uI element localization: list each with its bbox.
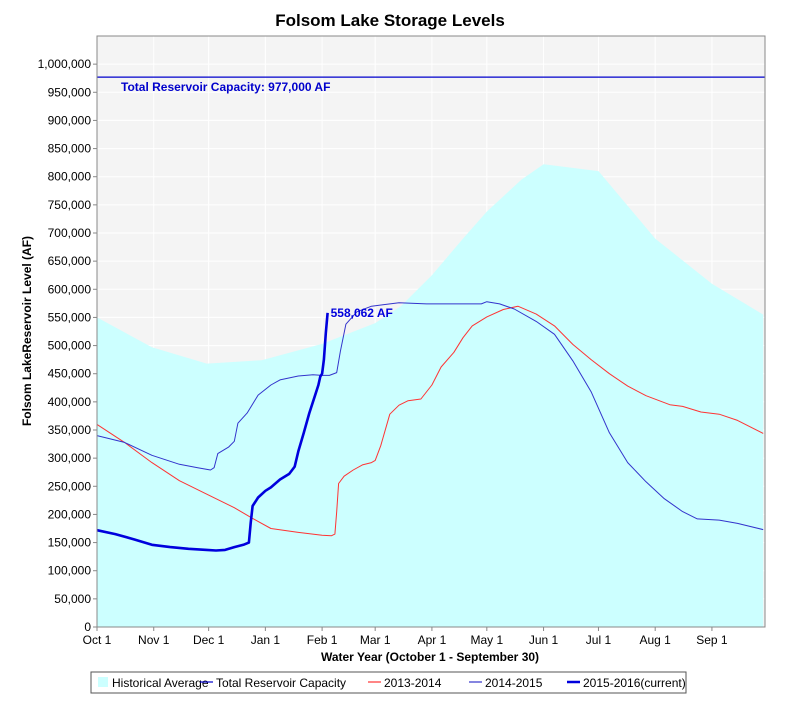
y-tick-label: 250,000 [48,479,92,493]
y-tick-label: 500,000 [48,339,92,353]
x-tick-label: May 1 [470,633,503,647]
x-tick-label: Oct 1 [83,633,112,647]
plot-area: Total Reservoir Capacity: 977,000 AF 558… [96,35,766,628]
legend-item-2014-2015: 2014-2015 [469,676,543,690]
x-tick-label: Nov 1 [138,633,170,647]
legend-item-2013-2014: 2013-2014 [368,676,442,690]
series-historical-average-area [97,164,764,628]
x-tick-label: Aug 1 [640,633,672,647]
x-tick-label: Jul 1 [586,633,612,647]
x-tick-label: Jun 1 [529,633,559,647]
y-tick-label: 750,000 [48,198,92,212]
y-axis-label: Folsom LakeReservoir Level (AF) [20,236,34,426]
legend: Historical Average Total Reservoir Capaci… [90,671,687,694]
x-axis-label: Water Year (October 1 - September 30) [321,650,539,664]
x-tick-label: Dec 1 [193,633,225,647]
legend-label: 2015-2016(current) [583,676,686,690]
y-tick-label: 50,000 [54,592,91,606]
y-tick-label: 650,000 [48,254,92,268]
y-tick-label: 900,000 [48,113,92,127]
legend-box [90,671,687,694]
y-tick-label: 550,000 [48,310,92,324]
y-tick-label: 300,000 [48,451,92,465]
legend-label: Historical Average [112,676,209,690]
series-2013-2014-line [96,305,764,537]
legend-swatch [98,677,108,687]
legend-item-total-reservoir-capacity: Total Reservoir Capacity [200,676,346,690]
legend-label: 2013-2014 [384,676,442,690]
series-lines [96,301,764,552]
y-tick-label: 700,000 [48,226,92,240]
x-tick-label: Apr 1 [418,633,447,647]
y-tick-label: 450,000 [48,367,92,381]
x-tick-label: Mar 1 [360,633,391,647]
y-tick-label: 200,000 [48,507,92,521]
y-tick-label: 100,000 [48,564,92,578]
x-axis: Oct 1 Nov 1 Dec 1 Jan 1 Feb 1 Mar 1 Apr 1 May 1… [83,627,728,647]
legend-item-historical-average: Historical Average [98,676,209,690]
legend-item-2015-2016-current: 2015-2016(current) [567,676,686,690]
series-2014-2015-line [96,301,764,531]
capacity-annotation: Total Reservoir Capacity: 977,000 AF [121,80,330,94]
current-level-annotation: 558,062 AF [331,306,393,320]
y-tick-label: 350,000 [48,423,92,437]
y-tick-label: 950,000 [48,85,92,99]
y-tick-label: 1,000,000 [38,57,92,71]
y-tick-label: 600,000 [48,282,92,296]
y-axis: 0 50,000 100,000 150,000 200,000 250,000 300,0… [38,36,98,634]
x-tick-label: Sep 1 [696,633,728,647]
legend-label: Total Reservoir Capacity [216,676,346,690]
y-tick-label: 0 [84,620,91,634]
x-tick-label: Jan 1 [251,633,281,647]
y-tick-label: 150,000 [48,536,92,550]
y-tick-label: 800,000 [48,170,92,184]
chart-title: Folsom Lake Storage Levels [275,11,505,30]
y-tick-label: 400,000 [48,395,92,409]
legend-label: 2014-2015 [485,676,543,690]
y-tick-label: 850,000 [48,142,92,156]
x-tick-label: Feb 1 [307,633,338,647]
series-2015-2016-current-line [96,312,329,552]
